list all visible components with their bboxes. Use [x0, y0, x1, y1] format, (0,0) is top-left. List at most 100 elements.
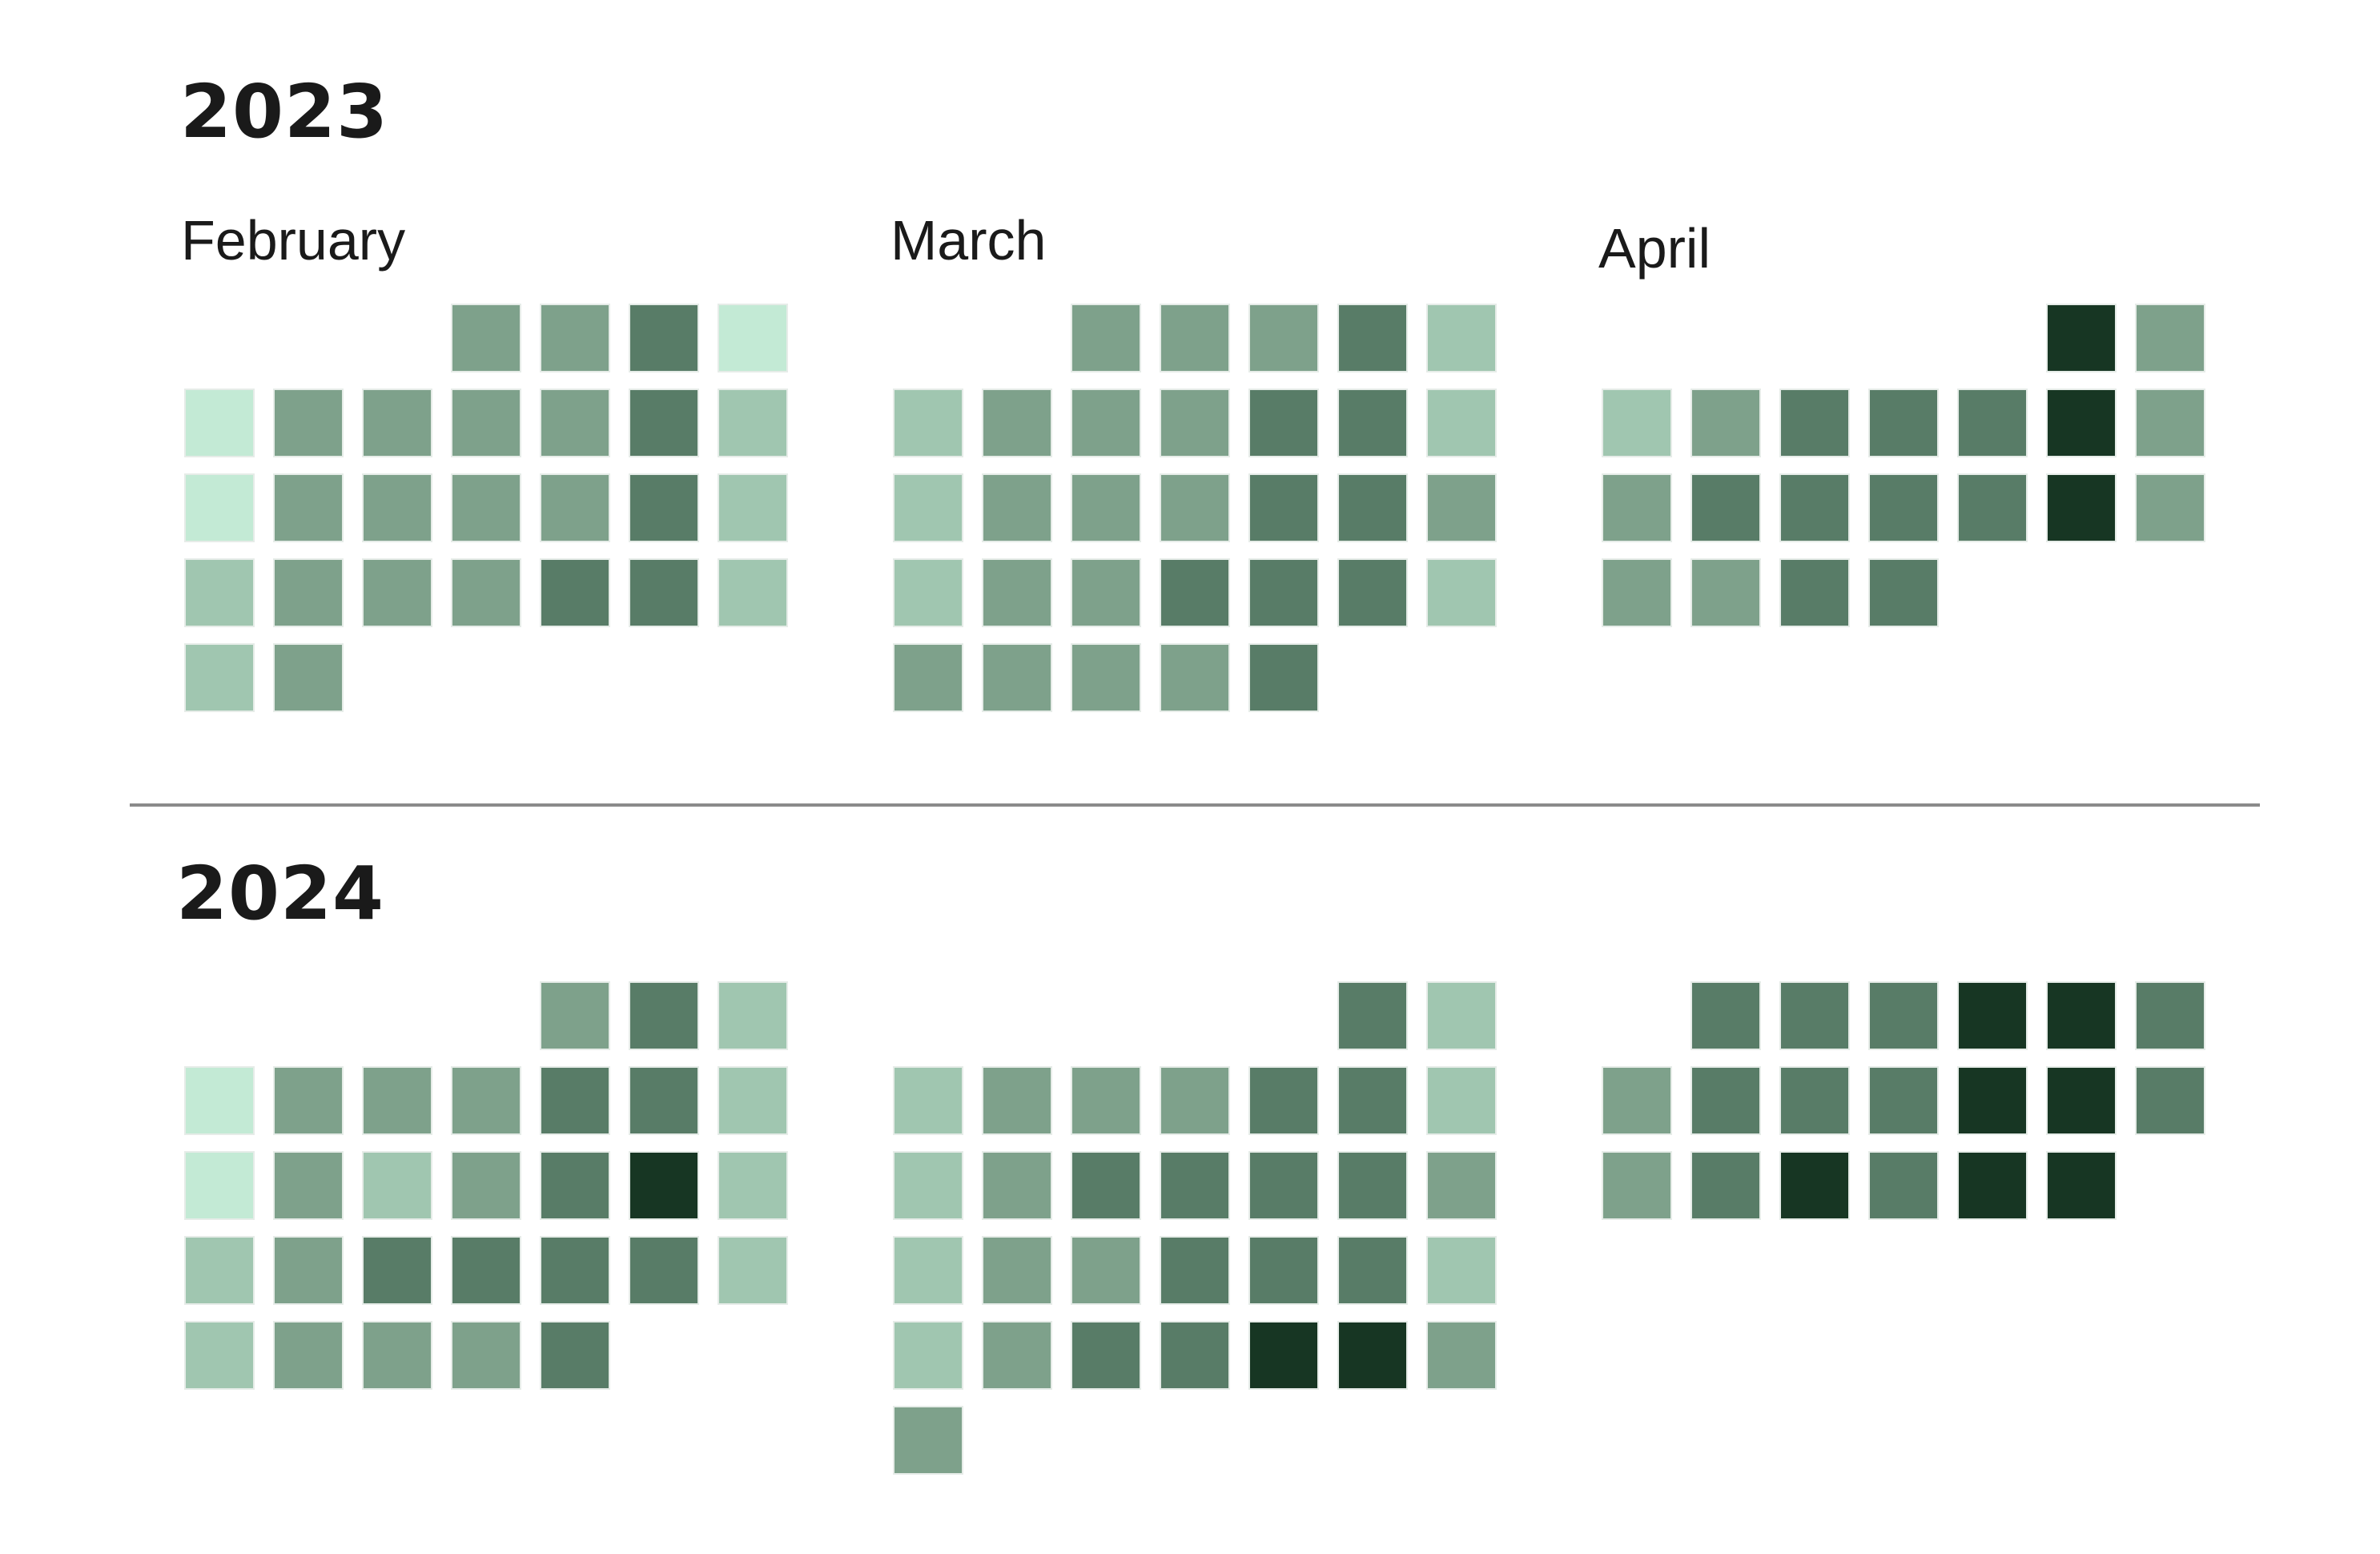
day-cell: [1248, 1321, 1319, 1390]
day-cell: [1426, 558, 1497, 627]
day-cell: [451, 304, 521, 372]
day-cell: [273, 1236, 344, 1305]
day-cell: [1071, 643, 1141, 712]
day-cell: [2046, 388, 2117, 457]
day-cell: [184, 1151, 255, 1220]
day-cell: [2135, 981, 2205, 1050]
day-cell: [893, 1236, 963, 1305]
day-cell: [273, 388, 344, 457]
day-cell: [893, 1406, 963, 1475]
day-cell: [1337, 1066, 1408, 1135]
day-cell: [273, 1066, 344, 1135]
day-cell: [893, 643, 963, 712]
day-cell: [362, 473, 432, 542]
day-cell: [362, 1236, 432, 1305]
day-cell: [184, 1236, 255, 1305]
day-cell: [273, 473, 344, 542]
day-cell: [1602, 558, 1672, 627]
day-cell: [1160, 558, 1230, 627]
day-cell: [629, 304, 699, 372]
day-cell: [982, 643, 1052, 712]
day-cell: [1071, 1236, 1141, 1305]
day-cell: [1248, 388, 1319, 457]
day-cell: [451, 388, 521, 457]
day-cell: [1957, 388, 2028, 457]
month-title-february: February: [181, 209, 406, 272]
day-cell: [629, 1151, 699, 1220]
day-cell: [1248, 558, 1319, 627]
day-cell: [718, 473, 788, 542]
month-title-march: March: [890, 209, 1047, 272]
day-cell: [1160, 1236, 1230, 1305]
day-cell: [184, 558, 255, 627]
day-cell: [893, 1151, 963, 1220]
day-cell: [1248, 1151, 1319, 1220]
day-cell: [893, 1066, 963, 1135]
day-cell: [451, 1236, 521, 1305]
day-cell: [1957, 1066, 2028, 1135]
day-cell: [718, 981, 788, 1050]
day-cell: [629, 473, 699, 542]
day-cell: [1426, 473, 1497, 542]
day-cell: [1426, 304, 1497, 372]
day-cell: [1779, 388, 1850, 457]
day-cell: [982, 388, 1052, 457]
day-cell: [184, 643, 255, 712]
day-cell: [1426, 981, 1497, 1050]
day-cell: [184, 1321, 255, 1390]
day-cell: [718, 558, 788, 627]
day-cell: [1160, 304, 1230, 372]
day-cell: [362, 388, 432, 457]
day-cell: [718, 1066, 788, 1135]
day-cell: [1426, 1236, 1497, 1305]
day-cell: [629, 558, 699, 627]
day-cell: [1957, 981, 2028, 1050]
day-cell: [893, 558, 963, 627]
day-cell: [1691, 473, 1761, 542]
day-cell: [2135, 473, 2205, 542]
day-cell: [451, 558, 521, 627]
day-cell: [184, 473, 255, 542]
day-cell: [1426, 388, 1497, 457]
day-cell: [273, 1321, 344, 1390]
day-cell: [2046, 473, 2117, 542]
day-cell: [1337, 388, 1408, 457]
day-cell: [1248, 473, 1319, 542]
day-cell: [1691, 1151, 1761, 1220]
day-cell: [1426, 1151, 1497, 1220]
day-cell: [2046, 1151, 2117, 1220]
day-cell: [893, 388, 963, 457]
day-cell: [540, 558, 610, 627]
day-cell: [451, 1066, 521, 1135]
day-cell: [540, 304, 610, 372]
day-cell: [273, 558, 344, 627]
year-title-2023: 2023: [180, 69, 389, 155]
day-cell: [1868, 1066, 1939, 1135]
day-cell: [982, 473, 1052, 542]
month-title-april: April: [1598, 217, 1711, 280]
day-cell: [1868, 388, 1939, 457]
day-cell: [540, 981, 610, 1050]
day-cell: [718, 304, 788, 372]
day-cell: [1691, 981, 1761, 1050]
day-cell: [451, 473, 521, 542]
day-cell: [893, 1321, 963, 1390]
day-cell: [718, 1236, 788, 1305]
day-cell: [629, 388, 699, 457]
day-cell: [540, 388, 610, 457]
day-cell: [893, 473, 963, 542]
day-cell: [1071, 558, 1141, 627]
day-cell: [1337, 1321, 1408, 1390]
day-cell: [1337, 304, 1408, 372]
day-cell: [629, 1236, 699, 1305]
day-cell: [1337, 558, 1408, 627]
day-cell: [1691, 558, 1761, 627]
day-cell: [362, 1151, 432, 1220]
day-cell: [1779, 1151, 1850, 1220]
day-cell: [1160, 643, 1230, 712]
day-cell: [1779, 558, 1850, 627]
day-cell: [1779, 1066, 1850, 1135]
day-cell: [1602, 473, 1672, 542]
day-cell: [1602, 388, 1672, 457]
day-cell: [540, 1066, 610, 1135]
